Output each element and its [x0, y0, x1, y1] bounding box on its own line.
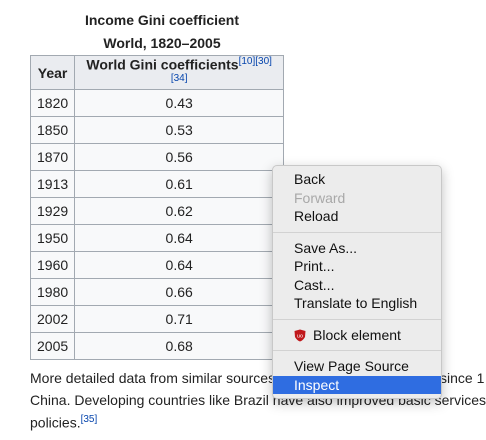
- table-row: 2005 0.68: [29, 332, 285, 361]
- context-menu: Back Forward Reload Save As... Print... Cast.…: [272, 165, 442, 399]
- value-cell: 0.64: [74, 251, 285, 280]
- table-row: 1850 0.53: [29, 116, 285, 145]
- menu-item[interactable]: Inspect: [273, 375, 441, 394]
- table-title: Income Gini coefficient: [84, 12, 240, 28]
- value-cell: 0.71: [74, 305, 285, 334]
- year-cell: 1960: [29, 251, 76, 280]
- header-cell: Year: [29, 54, 76, 91]
- table-row: 2002 0.71: [29, 305, 285, 334]
- paragraph-text: More detailed data from similar sources: [30, 370, 276, 386]
- table-row: 1980 0.66: [29, 278, 285, 307]
- menu-label: Back: [294, 171, 326, 187]
- menu-label: View Page Source: [294, 358, 409, 374]
- menu-item[interactable]: Print...: [273, 257, 441, 276]
- menu-label: Forward: [294, 189, 346, 206]
- value-cell: 0.53: [74, 116, 285, 145]
- year-cell: 1870: [29, 143, 76, 172]
- header-text: World Gini coefficients: [86, 56, 239, 73]
- menu-label: Save As...: [294, 239, 358, 256]
- menu-separator: [273, 318, 441, 320]
- menu-item: Forward: [273, 189, 441, 208]
- menu-item[interactable]: uo Block element: [273, 326, 441, 345]
- year-cell: 1850: [29, 116, 76, 145]
- menu-item[interactable]: Cast...: [273, 276, 441, 295]
- table-row: 1913 0.61: [29, 170, 285, 199]
- value-cell: 0.43: [74, 89, 285, 118]
- menu-label: Translate to English: [294, 295, 418, 311]
- paragraph-text: policies.[35]: [30, 414, 97, 431]
- year-cell: 2002: [29, 305, 76, 334]
- menu-label: Cast...: [294, 276, 335, 293]
- menu-separator: [273, 350, 441, 351]
- menu-label: Reload: [294, 208, 339, 224]
- menu-item[interactable]: Back: [273, 170, 441, 189]
- value-cell: 0.68: [74, 332, 285, 361]
- table-row: 1929 0.62: [29, 197, 285, 226]
- value-cell: 0.66: [74, 278, 285, 307]
- year-cell: 1913: [29, 170, 76, 199]
- year-cell: 1929: [29, 197, 76, 226]
- value-cell: 0.64: [74, 224, 285, 253]
- header-row: Year World Gini coefficients[10][30][34]: [29, 54, 285, 91]
- value-cell: 0.61: [74, 170, 285, 199]
- year-cell: 1980: [29, 278, 76, 307]
- menu-item[interactable]: Translate to English: [273, 294, 441, 313]
- year-cell: 1950: [29, 224, 76, 253]
- value-cell: 0.62: [74, 197, 285, 226]
- value-cell: 0.56: [74, 143, 285, 172]
- svg-text:uo: uo: [297, 333, 303, 339]
- menu-item[interactable]: View Page Source: [273, 357, 441, 376]
- header-cell: World Gini coefficients[10][30][34]: [74, 54, 285, 91]
- menu-item[interactable]: Save As...: [273, 239, 441, 258]
- table-row: 1870 0.56: [29, 143, 285, 172]
- table-row: 1950 0.64: [29, 224, 285, 253]
- menu-separator: [273, 231, 441, 233]
- table-subtitle: World, 1820–2005: [103, 35, 221, 51]
- year-cell: 2005: [29, 332, 76, 361]
- ref-link[interactable]: [10][30][34]: [170, 56, 272, 84]
- menu-label: Block element: [313, 326, 401, 343]
- text: policies.: [30, 414, 81, 431]
- gini-table: Year World Gini coefficients[10][30][34]…: [29, 54, 285, 361]
- menu-label: Print...: [294, 258, 335, 274]
- menu-label: Inspect: [294, 376, 340, 393]
- table-row: 1820 0.43: [29, 89, 285, 118]
- year-cell: 1820: [29, 89, 76, 118]
- paragraph-text: since 1: [440, 370, 485, 386]
- ublock-icon: uo: [294, 329, 306, 341]
- ref-link[interactable]: [35]: [80, 414, 98, 425]
- table-row: 1960 0.64: [29, 251, 285, 280]
- menu-item[interactable]: Reload: [273, 207, 441, 226]
